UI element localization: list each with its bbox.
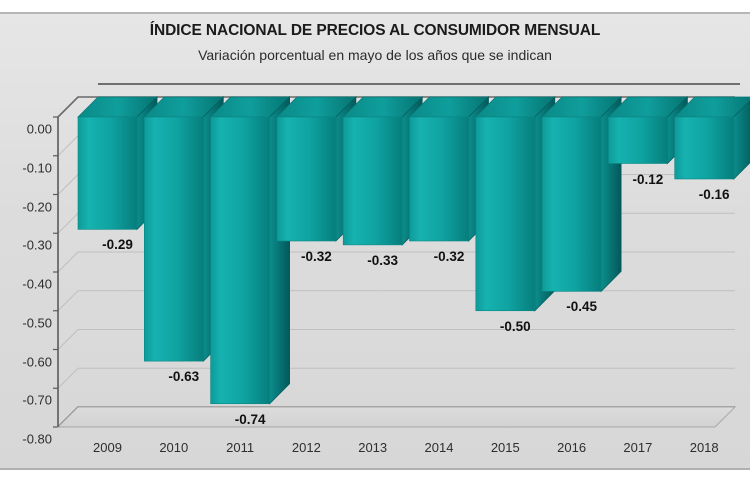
bar-value-label: -0.74 <box>234 411 266 427</box>
x-axis-tick-label: 2011 <box>226 440 255 455</box>
x-axis-tick-label: 2009 <box>93 440 122 455</box>
chart-canvas <box>53 83 750 428</box>
chart-subtitle: Variación porcentual en mayo de los años… <box>198 47 552 63</box>
bar-column <box>408 96 490 242</box>
chart-plot-area: 0.00 -0.10 -0.20 -0.30 -0.40 -0.50 -0.60 -0.70 -… <box>0 14 750 472</box>
y-axis-tick-label: -0.10 <box>22 160 52 176</box>
bar-value-label: -0.12 <box>632 171 664 187</box>
bar-column <box>673 96 750 180</box>
bar-value-label: -0.16 <box>698 187 730 202</box>
y-axis-tick-label: -0.80 <box>22 431 52 447</box>
x-axis-tick-label: 2012 <box>291 440 321 455</box>
bar-value-label: -0.29 <box>102 237 133 253</box>
bars-group <box>77 96 750 405</box>
y-axis-tick-label: -0.30 <box>22 237 52 253</box>
bar-value-label: -0.50 <box>499 318 531 334</box>
bar-value-label: -0.33 <box>367 252 399 268</box>
chart-frame: ÍNDICE NACIONAL DE PRECIOS AL CONSUMIDOR… <box>0 12 750 470</box>
chart-title-block: ÍNDICE NACIONAL DE PRECIOS AL CONSUMIDOR… <box>0 22 750 63</box>
x-axis-tick-label: 2014 <box>424 440 454 455</box>
x-axis-tick-label: 2017 <box>623 440 653 455</box>
y-axis-tick-label: -0.60 <box>22 354 52 369</box>
y-axis-tick-label: -0.20 <box>22 199 52 214</box>
x-axis-tick-label: 2016 <box>557 440 587 455</box>
x-axis-tick-label: 2015 <box>490 440 520 455</box>
y-axis-tick-label: 0.00 <box>26 121 52 137</box>
bar-value-label: -0.32 <box>301 249 332 264</box>
x-axis-tick-label: 2013 <box>358 440 388 455</box>
bar-value-label: -0.45 <box>566 299 597 315</box>
bar-value-label: -0.32 <box>433 249 465 264</box>
y-axis-tick-label: -0.50 <box>22 315 52 331</box>
chart-floor <box>56 406 737 428</box>
page-title: ÍNDICE NACIONAL DE PRECIOS AL CONSUMIDOR… <box>149 22 601 39</box>
x-axis-tick-label: 2010 <box>159 440 189 455</box>
bar-value-label: -0.63 <box>168 369 200 385</box>
x-axis-tick-label: 2018 <box>689 440 719 455</box>
y-axis-tick-label: -0.70 <box>22 392 52 408</box>
axis-lines <box>57 83 740 427</box>
y-axis-tick-label: -0.40 <box>22 276 52 292</box>
